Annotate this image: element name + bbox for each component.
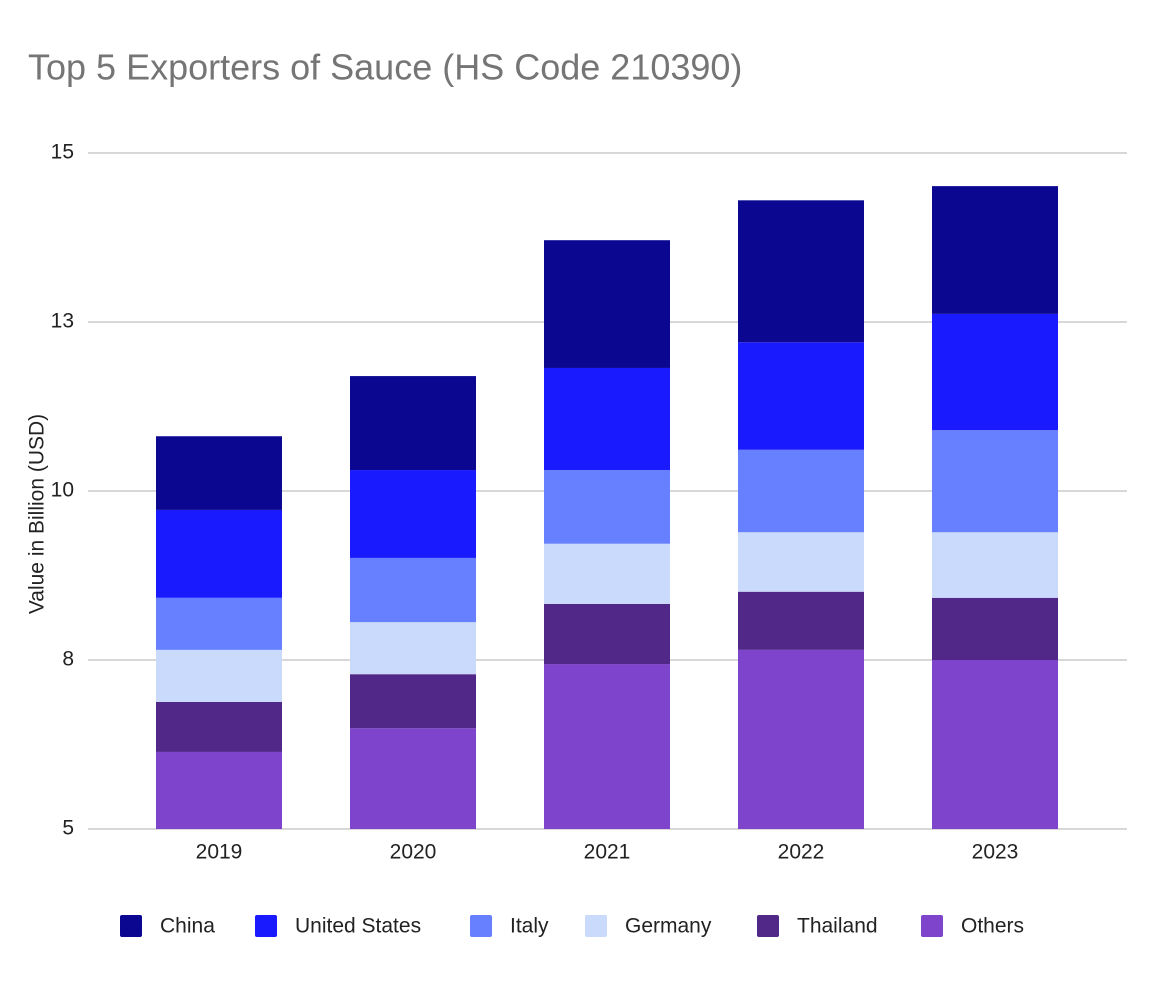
- legend-label: United States: [295, 915, 421, 938]
- x-tick-label: 2020: [390, 841, 437, 864]
- bar-segment: [544, 664, 670, 829]
- legend-swatch: [921, 915, 943, 937]
- bar-segment: [932, 532, 1058, 598]
- bar-segment: [932, 186, 1058, 314]
- bar-segment: [156, 509, 282, 598]
- legend-swatch: [120, 915, 142, 937]
- legend-label: Others: [961, 915, 1024, 938]
- bar-segment: [544, 603, 670, 665]
- bar-segment: [932, 597, 1058, 660]
- x-tick-label: 2021: [584, 841, 631, 864]
- legend-label: Germany: [625, 915, 712, 938]
- bar-segment: [932, 660, 1058, 829]
- legend-swatch: [585, 915, 607, 937]
- bar-segment: [350, 470, 476, 558]
- bar-segment: [738, 342, 864, 450]
- bar-segment: [350, 622, 476, 675]
- chart-title: Top 5 Exporters of Sauce (HS Code 210390…: [28, 47, 742, 88]
- y-tick-label: 15: [51, 141, 74, 164]
- x-tick-label: 2023: [972, 841, 1019, 864]
- bar-segment: [350, 376, 476, 471]
- legend-swatch: [757, 915, 779, 937]
- bar-segment: [156, 751, 282, 829]
- bar-segment: [932, 430, 1058, 533]
- bar-segment: [544, 240, 670, 368]
- y-tick-label: 8: [62, 648, 74, 671]
- bar-segment: [738, 532, 864, 592]
- bar-segment: [738, 449, 864, 533]
- bar-segment: [350, 728, 476, 829]
- bar-segment: [544, 367, 670, 471]
- legend-label: Italy: [510, 915, 549, 938]
- bar-segment: [544, 470, 670, 544]
- bar-segment: [156, 701, 282, 752]
- bar-segment: [350, 557, 476, 623]
- bar-segment: [932, 313, 1058, 431]
- y-axis-label: Value in Billion (USD): [26, 414, 49, 614]
- legend-label: China: [160, 915, 215, 938]
- bar-segment: [156, 436, 282, 510]
- bar-segment: [544, 543, 670, 604]
- bar-segment: [156, 649, 282, 702]
- x-tick-label: 2022: [778, 841, 825, 864]
- bar-segment: [738, 649, 864, 829]
- legend-swatch: [470, 915, 492, 937]
- bar-segment: [738, 200, 864, 343]
- y-tick-label: 13: [51, 310, 74, 333]
- bar-segment: [350, 674, 476, 729]
- bar-segment: [156, 597, 282, 650]
- bar-segment: [738, 591, 864, 650]
- x-tick-label: 2019: [196, 841, 243, 864]
- legend-label: Thailand: [797, 915, 878, 938]
- y-tick-label: 5: [62, 817, 74, 840]
- legend-swatch: [255, 915, 277, 937]
- y-tick-label: 10: [51, 479, 74, 502]
